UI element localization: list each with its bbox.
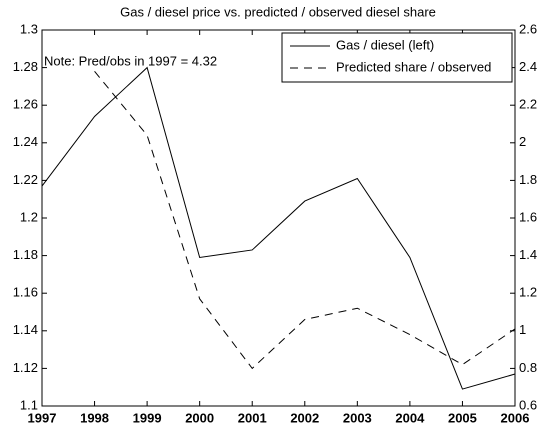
y2-tick-label: 1.4 xyxy=(519,247,537,262)
y2-tick-label: 2 xyxy=(519,134,526,149)
y2-tick-label: 1.8 xyxy=(519,172,537,187)
y2-tick-label: 2.6 xyxy=(519,21,537,36)
x-tick-label: 2005 xyxy=(448,410,477,425)
y2-tick-label: 0.6 xyxy=(519,397,537,412)
series-line xyxy=(41,66,516,390)
x-tick-label: 2006 xyxy=(501,410,530,425)
x-tick-label: 1997 xyxy=(28,410,57,425)
x-tick-label: 2004 xyxy=(395,410,425,425)
y-tick-label: 1.24 xyxy=(13,134,38,149)
legend-label: Predicted share / observed xyxy=(336,59,491,74)
x-tick-label: 1999 xyxy=(133,410,162,425)
plot-frame xyxy=(41,29,516,407)
y2-tick-label: 0.8 xyxy=(519,360,537,375)
y2-tick-label: 1.2 xyxy=(519,285,537,300)
y-tick-label: 1.1 xyxy=(20,397,38,412)
y2-tick-label: 2.2 xyxy=(519,97,537,112)
y-tick-label: 1.2 xyxy=(20,209,38,224)
x-tick-label: 2000 xyxy=(185,410,214,425)
y-tick-label: 1.28 xyxy=(13,59,38,74)
legend-label: Gas / diesel (left) xyxy=(336,37,434,52)
annotation: Note: Pred/obs in 1997 = 4.32 xyxy=(44,53,217,68)
y-tick-label: 1.14 xyxy=(13,322,38,337)
legend-box xyxy=(281,32,513,83)
y2-tick-label: 1 xyxy=(519,322,526,337)
series-line xyxy=(94,71,516,370)
x-tick-label: 2002 xyxy=(290,410,319,425)
chart-title: Gas / diesel price vs. predicted / obser… xyxy=(120,4,436,19)
y-tick-label: 1.22 xyxy=(13,172,38,187)
y-tick-label: 1.26 xyxy=(13,97,38,112)
y-tick-label: 1.16 xyxy=(13,285,38,300)
x-tick-label: 2001 xyxy=(238,410,267,425)
y-tick-label: 1.18 xyxy=(13,247,38,262)
y-tick-label: 1.12 xyxy=(13,360,38,375)
x-tick-label: 1998 xyxy=(80,410,109,425)
y-tick-label: 1.3 xyxy=(20,21,38,36)
y2-tick-label: 1.6 xyxy=(519,209,537,224)
x-tick-label: 2003 xyxy=(343,410,372,425)
y2-tick-label: 2.4 xyxy=(519,59,537,74)
